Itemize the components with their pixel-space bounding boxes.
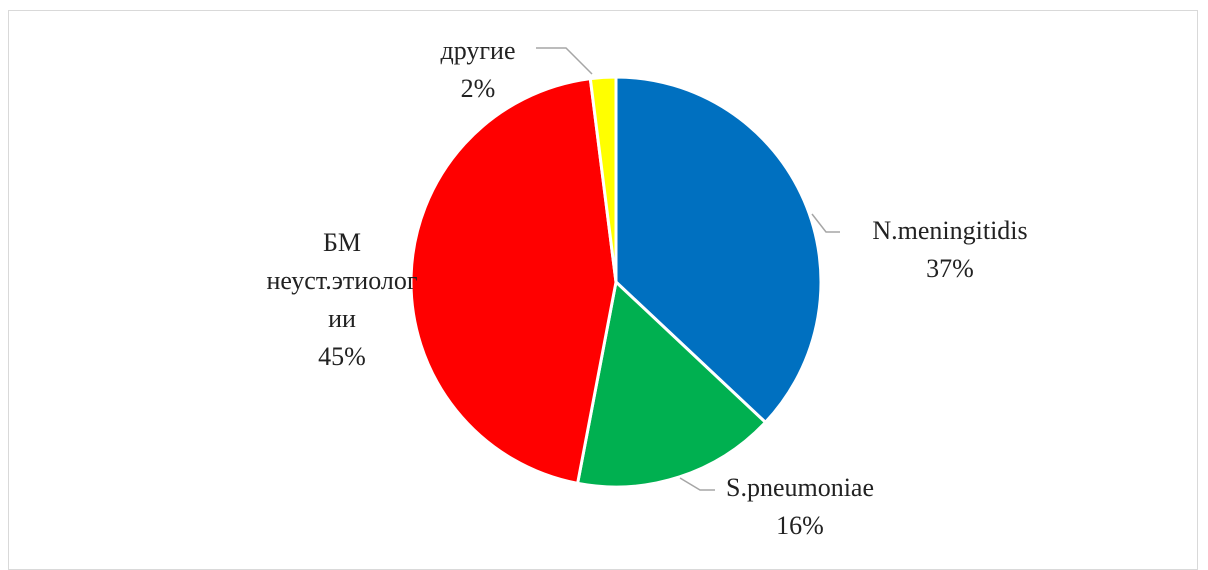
leader-line: [536, 47, 593, 75]
pie-slice: [575, 279, 768, 489]
data-label: другие 2%: [398, 32, 558, 108]
category-label: другие: [440, 36, 516, 65]
value-label: 16%: [776, 511, 824, 540]
leader-line: [811, 213, 840, 233]
data-label: N.meningitidis 37%: [820, 212, 1080, 288]
category-label: БМ неуст.этиологии: [266, 228, 418, 333]
value-label: 2%: [460, 74, 496, 103]
pie-slice: [614, 75, 823, 425]
chart: N.meningitidis 37% S.pneumoniae 16% БМ неуст…: [8, 10, 1198, 570]
data-label: S.pneumoniae 16%: [670, 469, 930, 545]
pie-slice: [409, 76, 618, 486]
value-label: 37%: [926, 254, 974, 283]
category-label: N.meningitidis: [872, 216, 1028, 245]
category-label: S.pneumoniae: [725, 473, 875, 502]
value-label: 45%: [318, 342, 366, 371]
pie-slice: [588, 75, 618, 283]
data-label: БМ неуст.этиологии 45%: [262, 224, 422, 376]
pie-canvas: [409, 47, 840, 491]
leader-line: [679, 477, 715, 491]
